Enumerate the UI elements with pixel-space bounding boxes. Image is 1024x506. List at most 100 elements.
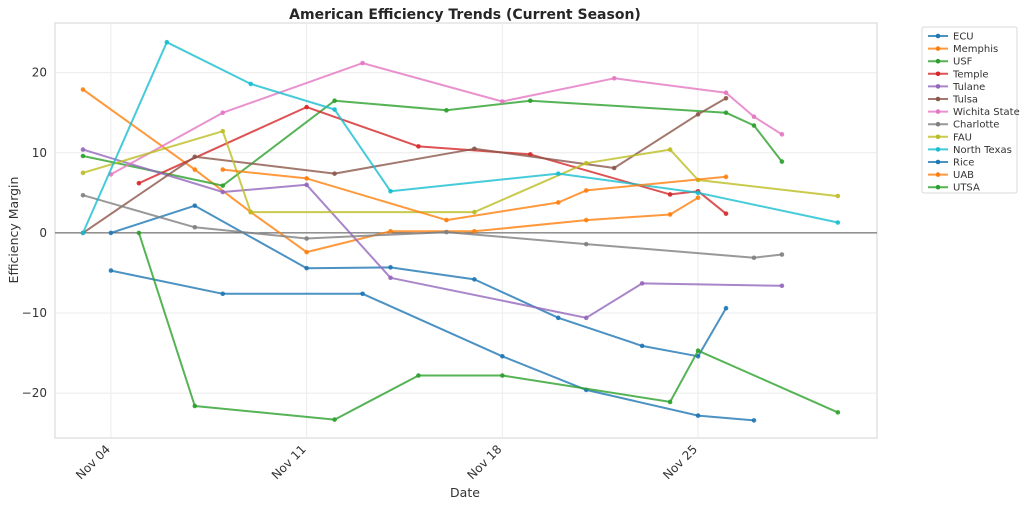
data-point-rice (108, 268, 114, 273)
grid (55, 23, 877, 438)
y-tick-label: 10 (32, 146, 47, 160)
data-point-north-texas (248, 81, 254, 87)
data-point-tulane (80, 147, 86, 152)
series-utsa (136, 230, 841, 422)
legend-marker (935, 121, 941, 127)
legend-item-tulsa: Tulsa (928, 95, 978, 106)
legend-item-utsa: UTSA (928, 183, 980, 194)
data-point-tulane (639, 281, 645, 286)
data-point-utsa (192, 403, 198, 409)
data-point-temple (416, 144, 421, 149)
legend-item-fau: FAU (928, 132, 972, 143)
data-point-ecu (639, 343, 645, 349)
legend-item-uab: UAB (928, 170, 974, 181)
data-point-charlotte (444, 229, 449, 235)
data-point-ecu (555, 315, 561, 321)
legend-marker (935, 147, 941, 152)
data-point-temple (304, 104, 309, 110)
y-axis-label: Efficiency Margin (6, 177, 21, 284)
data-point-charlotte (751, 255, 757, 261)
data-point-charlotte (583, 241, 589, 247)
data-point-ecu (108, 230, 114, 236)
data-point-fau (220, 128, 226, 134)
x-tick-label: Nov 04 (73, 442, 113, 482)
data-point-tulane (304, 182, 309, 188)
y-axis-ticks: −20 −10 0 10 20 (22, 66, 47, 400)
data-point-wichita-state (360, 60, 365, 66)
series-wichita-state (108, 60, 785, 177)
data-point-ecu (472, 277, 477, 282)
data-point-fau (667, 147, 673, 152)
data-point-tulsa (695, 112, 701, 117)
legend-marker (935, 71, 941, 77)
data-point-tulsa (723, 96, 729, 101)
data-point-tulane (583, 315, 589, 321)
data-point-rice (500, 353, 505, 359)
data-point-temple (667, 192, 673, 197)
legend-label: Memphis (953, 44, 998, 55)
data-point-rice (220, 291, 226, 297)
data-point-temple (723, 211, 729, 216)
series-line-wichita-state (110, 62, 783, 176)
legend-item-tulane: Tulane (928, 82, 985, 93)
data-point-fau (80, 170, 86, 176)
legend-label: Temple (952, 69, 989, 80)
data-point-usf (779, 159, 785, 164)
series-line-fau (82, 130, 839, 214)
data-point-ecu (304, 265, 309, 271)
series-north-texas (80, 39, 841, 236)
data-point-utsa (835, 410, 841, 415)
legend-item-charlotte: Charlotte (928, 120, 999, 131)
data-point-fau (583, 160, 589, 166)
data-point-wichita-state (220, 110, 226, 116)
data-point-fau (472, 209, 477, 215)
data-point-wichita-state (751, 114, 757, 120)
legend-label: UAB (953, 170, 974, 181)
data-point-charlotte (304, 236, 309, 241)
series-ecu (108, 203, 729, 359)
data-point-usf (220, 183, 226, 188)
series-line-north-texas (82, 41, 839, 234)
x-tick-label: Nov 25 (660, 442, 700, 482)
legend-label: Wichita State (953, 107, 1020, 118)
data-point-utsa (332, 417, 337, 422)
data-point-north-texas (388, 188, 393, 194)
legend-frame (921, 26, 1018, 194)
legend-label: ECU (953, 32, 974, 43)
data-point-charlotte (80, 192, 86, 198)
data-point-north-texas (695, 190, 701, 196)
data-point-wichita-state (611, 75, 617, 81)
legend-label: UTSA (953, 183, 980, 194)
legend-marker (935, 159, 941, 165)
data-point-charlotte (779, 252, 785, 257)
data-point-charlotte (192, 224, 198, 230)
legend-marker (935, 33, 941, 39)
legend-marker (935, 46, 941, 51)
legend-label: Tulane (952, 82, 985, 93)
chart-title: American Efficiency Trends (Current Seas… (289, 7, 641, 23)
x-axis-ticks: Nov 04 Nov 11 Nov 18 Nov 25 (73, 442, 700, 482)
legend-marker (935, 184, 941, 190)
data-point-wichita-state (723, 90, 729, 96)
data-point-memphis (695, 195, 701, 200)
data-point-memphis (304, 249, 309, 255)
data-point-rice (695, 413, 701, 418)
legend-item-ecu: ECU (928, 32, 974, 43)
data-point-memphis (192, 167, 198, 172)
data-point-uab (220, 167, 226, 172)
x-tick-label: Nov 18 (465, 442, 505, 482)
data-point-wichita-state (500, 99, 505, 104)
legend-item-usf: USF (928, 57, 973, 68)
legend-label: Charlotte (953, 120, 999, 131)
legend-label: FAU (953, 132, 972, 143)
legend-label: Rice (953, 158, 974, 169)
data-point-temple (136, 180, 142, 186)
data-point-usf (332, 98, 337, 104)
series-fau (80, 128, 841, 215)
legend-item-wichita-state: Wichita State (928, 107, 1020, 118)
data-point-tulane (388, 275, 393, 281)
data-point-north-texas (80, 230, 86, 236)
x-axis-label: Date (450, 485, 480, 500)
y-tick-label: 20 (32, 66, 47, 80)
